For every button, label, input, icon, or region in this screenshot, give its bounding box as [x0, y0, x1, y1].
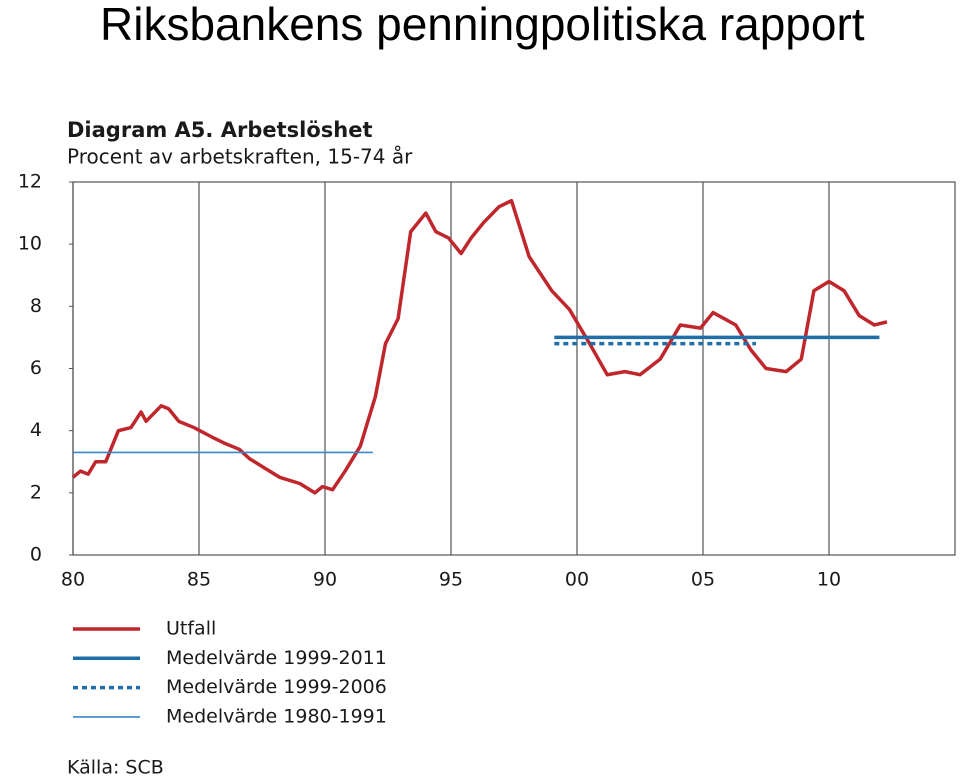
y-tick-label: 12	[18, 171, 42, 193]
y-tick-label: 8	[30, 295, 42, 317]
x-tick-label: 10	[817, 569, 841, 591]
y-tick-label: 0	[30, 544, 42, 566]
x-tick-label: 95	[439, 569, 463, 591]
plot-frame	[72, 181, 956, 556]
legend-label: Medelvärde 1999-2011	[166, 647, 387, 669]
y-tick-label: 6	[30, 357, 42, 379]
legend-label: Medelvärde 1999-2006	[166, 676, 387, 698]
chart-subtitle: Procent av arbetskraften, 15-74 år	[67, 145, 413, 169]
source: Källa: SCB	[67, 757, 164, 778]
x-tick-label: 85	[187, 569, 211, 591]
series-line	[71, 198, 888, 495]
page-title: Riksbankens penningpolitiska rapport	[100, 0, 865, 50]
y-tick-label: 2	[30, 481, 42, 503]
legend-label: Utfall	[166, 618, 216, 640]
x-tick-label: 80	[61, 569, 85, 591]
x-tick-label: 90	[313, 569, 337, 591]
x-tick-label: 00	[565, 569, 589, 591]
legend-label: Medelvärde 1980-1991	[166, 705, 387, 727]
chart-title: Diagram A5. Arbetslöshet	[67, 118, 372, 142]
y-tick-label: 4	[30, 419, 42, 441]
y-tick-label: 10	[18, 233, 42, 255]
x-tick-label: 05	[691, 569, 715, 591]
